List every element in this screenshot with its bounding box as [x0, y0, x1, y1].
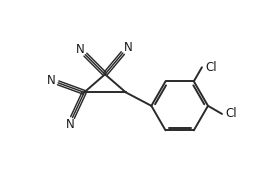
- Text: N: N: [66, 118, 74, 131]
- Text: N: N: [75, 43, 84, 56]
- Text: N: N: [124, 41, 132, 54]
- Text: Cl: Cl: [225, 107, 237, 120]
- Text: N: N: [47, 74, 55, 87]
- Text: Cl: Cl: [205, 61, 217, 74]
